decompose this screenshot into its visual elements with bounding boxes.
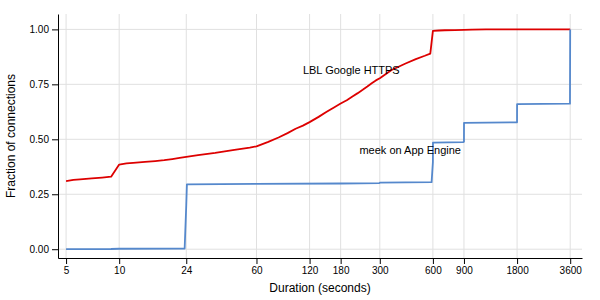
y-tick-mark bbox=[52, 194, 58, 195]
y-grid-line bbox=[58, 139, 582, 140]
x-tick-mark bbox=[186, 258, 187, 264]
x-grid-line bbox=[379, 14, 380, 258]
series-line bbox=[66, 29, 570, 181]
x-tick-label: 600 bbox=[425, 265, 442, 276]
x-tick-mark bbox=[310, 258, 311, 264]
y-axis: 0.00 0.25 0.50 0.75 1.00 bbox=[30, 15, 59, 259]
x-tick-label: 24 bbox=[181, 265, 193, 276]
chart-container: 5102460120180300600900180036000.000.250.… bbox=[0, 0, 600, 300]
y-tick-label: 0.75 bbox=[30, 79, 50, 90]
x-tick-mark bbox=[570, 258, 571, 264]
y-tick-mark bbox=[52, 84, 58, 85]
annotation: meek on App Engine bbox=[359, 144, 461, 156]
y-tick: 0.00 bbox=[30, 244, 58, 255]
x-tick-label: 900 bbox=[456, 265, 473, 276]
y-tick: 0.25 bbox=[30, 189, 58, 200]
x-tick-label: 3600 bbox=[560, 265, 583, 276]
x-tick-mark bbox=[380, 258, 381, 264]
chart-svg: 5102460120180300600900180036000.000.250.… bbox=[0, 0, 600, 300]
x-tick: 3600 bbox=[560, 258, 583, 276]
x-grid-line bbox=[340, 14, 341, 258]
x-tick-mark bbox=[256, 258, 257, 264]
x-tick-mark bbox=[433, 258, 434, 264]
x-tick-label: 5 bbox=[64, 265, 70, 276]
x-tick-label: 10 bbox=[114, 265, 126, 276]
y-tick-mark bbox=[52, 29, 58, 30]
x-tick: 900 bbox=[456, 258, 473, 276]
grid bbox=[58, 14, 582, 258]
x-tick: 60 bbox=[251, 258, 263, 276]
x-tick-label: 120 bbox=[302, 265, 319, 276]
y-tick-mark bbox=[52, 249, 58, 250]
x-grid-line bbox=[517, 14, 518, 258]
x-tick: 180 bbox=[333, 258, 350, 276]
x-tick: 10 bbox=[114, 258, 126, 276]
y-tick-label: 0.25 bbox=[30, 189, 50, 200]
x-tick: 5 bbox=[64, 258, 70, 276]
y-tick-label: 1.00 bbox=[30, 24, 50, 35]
y-tick: 1.00 bbox=[30, 24, 58, 35]
x-tick-mark bbox=[119, 258, 120, 264]
x-tick: 120 bbox=[302, 258, 319, 276]
x-tick-label: 60 bbox=[251, 265, 263, 276]
x-tick-label: 300 bbox=[372, 265, 389, 276]
series-group bbox=[66, 29, 570, 249]
x-grid-line bbox=[66, 14, 67, 258]
x-tick: 1800 bbox=[506, 258, 529, 276]
x-tick-mark bbox=[341, 258, 342, 264]
y-grid-line bbox=[58, 84, 582, 85]
x-tick-mark bbox=[517, 258, 518, 264]
x-tick: 300 bbox=[372, 258, 389, 276]
x-axis-title: Duration (seconds) bbox=[269, 281, 370, 295]
x-axis-line bbox=[59, 258, 583, 259]
y-axis-title: Fraction of connections bbox=[4, 74, 18, 198]
y-grid-line bbox=[58, 194, 582, 195]
x-tick: 24 bbox=[181, 258, 193, 276]
x-grid-line bbox=[256, 14, 257, 258]
y-tick: 0.75 bbox=[30, 79, 58, 90]
y-axis-line bbox=[58, 15, 59, 259]
annotation: LBL Google HTTPS bbox=[303, 64, 400, 76]
x-tick: 600 bbox=[425, 258, 442, 276]
x-grid-line bbox=[432, 14, 433, 258]
x-grid-line bbox=[119, 14, 120, 258]
plot-area: 5102460120180300600900180036000.000.250.… bbox=[30, 14, 583, 276]
x-tick-mark bbox=[464, 258, 465, 264]
x-grid-line bbox=[309, 14, 310, 258]
y-tick-mark bbox=[52, 139, 58, 140]
x-axis: 5 10 24 60 120 180 300 600 900 1800 3600 bbox=[59, 258, 583, 276]
y-tick-label: 0.50 bbox=[30, 134, 50, 145]
series-line bbox=[66, 29, 570, 249]
annotations: LBL Google HTTPS meek on App Engine bbox=[303, 64, 461, 155]
x-tick-mark bbox=[66, 258, 67, 264]
x-tick-label: 180 bbox=[333, 265, 350, 276]
x-tick-label: 1800 bbox=[506, 265, 529, 276]
y-tick-label: 0.00 bbox=[30, 244, 50, 255]
y-tick: 0.50 bbox=[30, 134, 58, 145]
